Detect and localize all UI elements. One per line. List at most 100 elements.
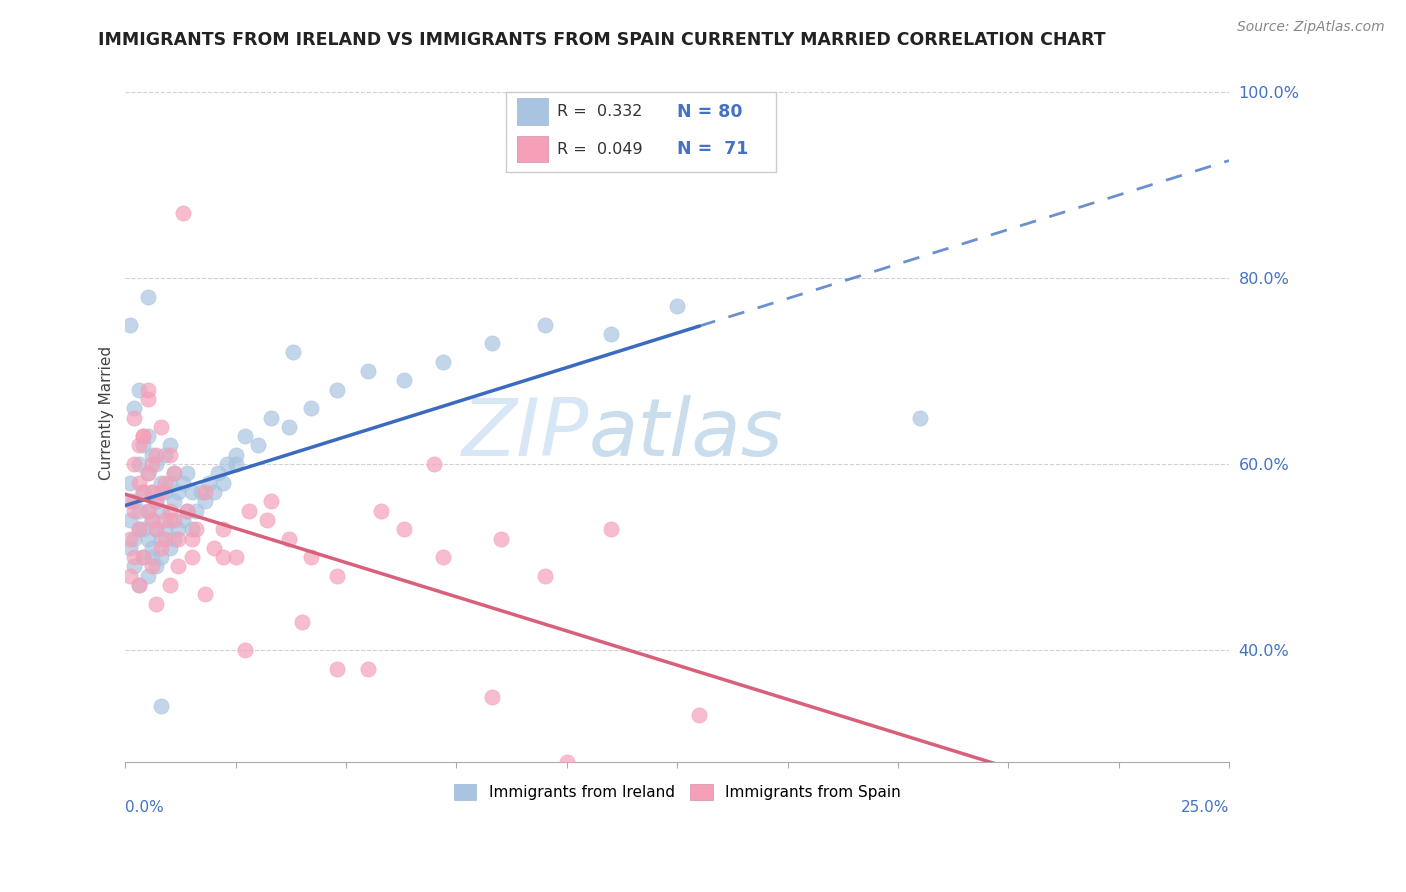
Point	[128, 475, 150, 490]
Point	[277, 532, 299, 546]
Point	[283, 345, 305, 359]
Point	[149, 475, 172, 490]
Point	[176, 467, 198, 481]
Point	[260, 494, 283, 508]
Point	[163, 532, 186, 546]
Point	[357, 662, 380, 676]
Point	[132, 429, 155, 443]
Point	[124, 401, 146, 416]
Point	[432, 550, 454, 565]
Bar	[517, 136, 548, 162]
Point	[159, 513, 181, 527]
Point	[233, 429, 256, 443]
Point	[153, 513, 176, 527]
Point	[153, 475, 176, 490]
Point	[299, 550, 322, 565]
Point	[141, 457, 163, 471]
Point	[149, 698, 172, 713]
Point	[124, 559, 146, 574]
Point	[908, 410, 931, 425]
Point	[141, 541, 163, 555]
Point	[207, 467, 229, 481]
Point	[688, 708, 710, 723]
Point	[481, 690, 503, 704]
Point	[141, 513, 163, 527]
Point	[176, 503, 198, 517]
Point	[132, 485, 155, 500]
Point	[128, 522, 150, 536]
Point	[194, 494, 217, 508]
Point	[132, 429, 155, 443]
Point	[149, 485, 172, 500]
Point	[136, 568, 159, 582]
Point	[180, 532, 202, 546]
Point	[145, 559, 167, 574]
Point	[159, 475, 181, 490]
Point	[118, 568, 141, 582]
Point	[238, 503, 260, 517]
Point	[145, 494, 167, 508]
Point	[149, 503, 172, 517]
Text: R =  0.049: R = 0.049	[557, 142, 643, 157]
Point	[666, 299, 689, 313]
Point	[211, 550, 233, 565]
Text: IMMIGRANTS FROM IRELAND VS IMMIGRANTS FROM SPAIN CURRENTLY MARRIED CORRELATION C: IMMIGRANTS FROM IRELAND VS IMMIGRANTS FR…	[98, 31, 1107, 49]
Point	[145, 457, 167, 471]
Point	[145, 494, 167, 508]
Point	[124, 457, 146, 471]
Point	[136, 290, 159, 304]
Point	[118, 318, 141, 332]
Point	[167, 522, 190, 536]
Point	[211, 475, 233, 490]
Point	[124, 532, 146, 546]
Point	[128, 383, 150, 397]
Point	[141, 550, 163, 565]
Point	[128, 578, 150, 592]
Point	[163, 467, 186, 481]
Point	[159, 578, 181, 592]
Point	[163, 467, 186, 481]
Point	[136, 467, 159, 481]
Bar	[517, 98, 548, 125]
Point	[481, 336, 503, 351]
Point	[159, 438, 181, 452]
Point	[132, 438, 155, 452]
Point	[291, 615, 314, 630]
Point	[489, 532, 512, 546]
Point	[167, 559, 190, 574]
Point	[153, 448, 176, 462]
Point	[225, 550, 247, 565]
Point	[277, 420, 299, 434]
Point	[172, 513, 194, 527]
Point	[215, 457, 238, 471]
Point	[132, 550, 155, 565]
Point	[118, 475, 141, 490]
Point	[136, 532, 159, 546]
Point	[326, 383, 349, 397]
Point	[132, 485, 155, 500]
Point	[198, 475, 221, 490]
Point	[163, 494, 186, 508]
Point	[124, 503, 146, 517]
Point	[326, 568, 349, 582]
Point	[172, 475, 194, 490]
Point	[153, 532, 176, 546]
Point	[145, 448, 167, 462]
Point	[172, 206, 194, 220]
Point	[136, 467, 159, 481]
Point	[194, 587, 217, 601]
Point	[124, 550, 146, 565]
Point	[533, 318, 555, 332]
Legend: Immigrants from Ireland, Immigrants from Spain: Immigrants from Ireland, Immigrants from…	[447, 778, 907, 806]
Point	[392, 373, 415, 387]
Point	[136, 503, 159, 517]
Text: R =  0.332: R = 0.332	[557, 104, 643, 119]
Point	[163, 513, 186, 527]
Point	[392, 522, 415, 536]
Point	[159, 541, 181, 555]
Point	[370, 503, 392, 517]
Point	[326, 662, 349, 676]
Point	[225, 457, 247, 471]
Point	[128, 522, 150, 536]
Point	[149, 532, 172, 546]
